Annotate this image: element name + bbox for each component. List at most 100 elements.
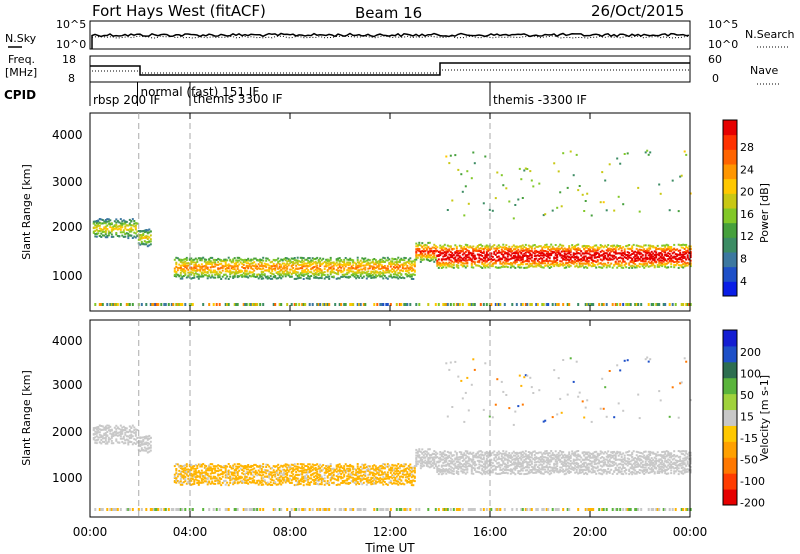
power-cell [440,262,443,265]
velocity-cell [362,481,365,484]
power-cell [656,258,659,261]
power-cell [107,222,110,225]
power-cell [244,270,247,273]
velocity-cell [203,464,206,467]
power-cell [107,232,110,235]
velocity-cell [229,479,232,482]
velocity-cell [131,443,134,446]
velocity-cell [251,465,254,467]
power-cell [661,253,664,256]
power-cell [536,245,539,248]
power-cell [527,251,530,254]
velocity-cell [407,464,410,467]
velocity-cell [355,473,358,475]
power-cell [641,249,644,252]
power-cell [449,251,452,253]
velocity-cell [191,475,194,478]
velocity-cell [325,467,328,470]
power-cell [568,265,571,268]
power-cell [502,256,505,259]
power-cell [325,261,328,264]
power-cell [500,257,503,260]
power-cell [469,251,472,254]
power-cell [173,258,176,261]
power-cell [655,256,658,259]
power-cell [134,227,137,229]
power-cell [347,271,350,274]
power-cell [557,252,560,255]
velocity-cell [382,466,385,469]
power-cell [430,257,433,260]
velocity-cell [113,426,116,429]
velocity-cell [364,470,367,473]
velocity-cell [236,471,239,474]
power-cell [620,249,623,252]
velocity-cell [346,464,349,467]
power-cell [517,251,520,254]
velocity-cell [277,468,280,471]
power-cell [427,241,430,244]
power-cell [199,257,202,260]
power-cell [157,303,160,306]
power-cell [356,256,359,259]
power-cell [185,262,188,265]
velocity-cell [358,483,361,485]
power-cell [277,271,280,273]
power-cell [682,255,685,258]
power-cell [269,265,272,268]
power-cell [668,246,671,248]
velocity-cell [224,474,227,477]
power-cell [349,275,352,278]
power-cell [521,244,524,247]
power-cell [313,276,316,279]
velocity-cell [319,471,322,474]
power-cell [550,260,553,263]
power-cell [394,264,397,267]
velocity-cell [94,439,97,442]
velocity-cell [311,472,314,475]
power-cell [355,266,358,269]
velocity-cell [200,477,203,480]
power-cell [499,245,502,248]
power-cell [689,254,692,257]
velocity-cell [122,425,125,428]
velocity-cell [332,473,335,476]
power-cell [461,253,464,256]
power-cell [365,262,368,265]
power-cell [229,271,232,274]
power-cell [319,271,322,274]
power-cell [524,266,527,269]
power-cell [359,275,362,277]
velocity-cell [224,479,227,482]
power-cell [577,189,580,192]
velocity-cell [212,475,215,478]
velocity-cell [229,477,232,480]
power-cell [545,260,548,262]
power-cell [467,303,470,306]
velocity-cell [139,443,142,446]
power-cell [538,182,541,185]
velocity-cell [259,480,262,483]
power-cell [199,268,202,271]
power-cell [655,254,658,257]
power-cell [674,255,677,258]
power-cell [202,256,205,259]
power-cell [475,264,478,267]
power-cell [307,272,310,275]
velocity-cell [329,469,332,472]
power-cell [316,303,319,306]
power-cell [211,261,214,264]
power-cell [478,247,481,250]
power-cell [127,237,130,240]
velocity-cell [434,508,437,511]
power-cell [458,260,461,263]
power-cell [214,271,217,274]
power-cell [104,227,107,230]
power-cell [364,264,367,267]
power-cell [688,248,691,251]
power-cell [314,262,317,265]
power-cell [118,225,121,228]
power-cell [400,258,403,261]
power-cell [380,267,383,270]
power-cell [560,205,563,208]
